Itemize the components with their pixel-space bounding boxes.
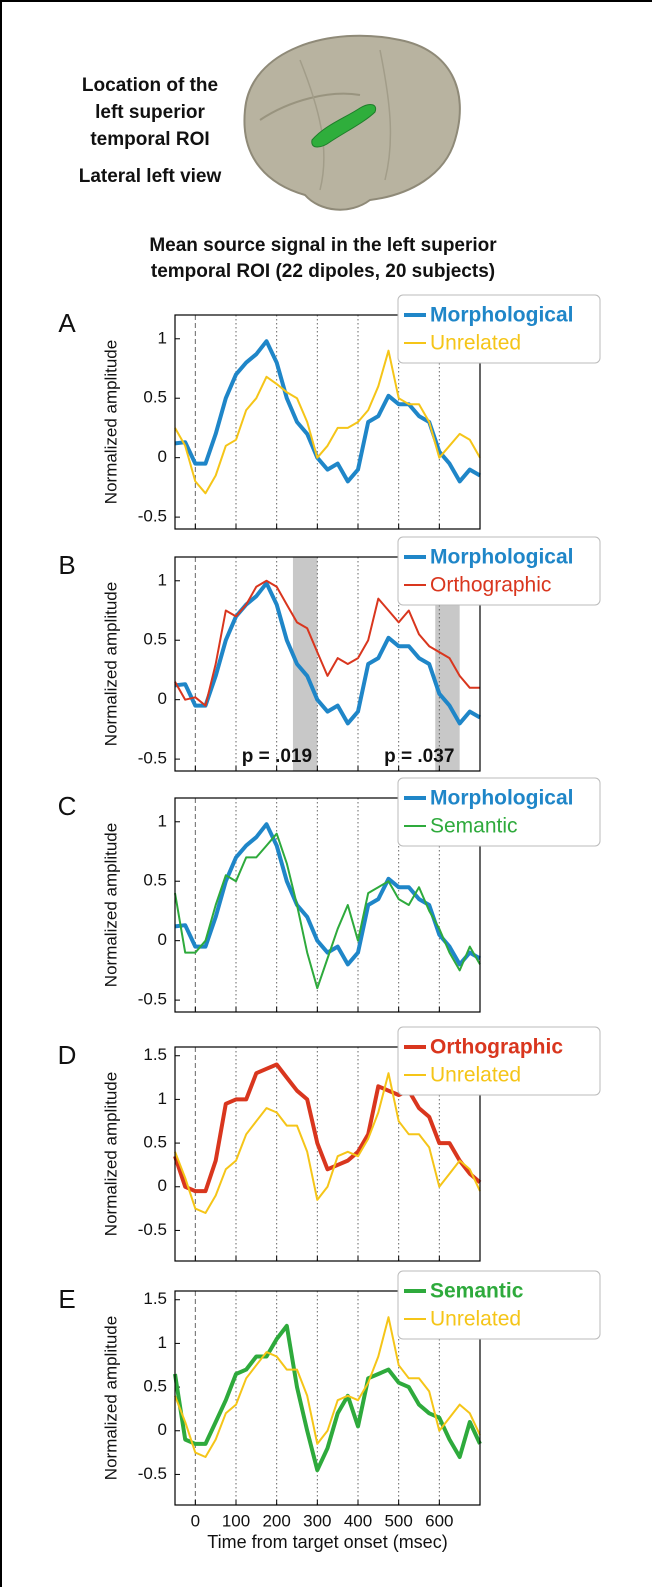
- series-line: [173, 1062, 482, 1194]
- x-tick-label: 600: [425, 1511, 453, 1530]
- y-tick-label: 0.5: [143, 1133, 167, 1152]
- legend-label: Morphological: [430, 787, 574, 810]
- series-line: [174, 579, 480, 707]
- x-tick-label: 0: [191, 1511, 200, 1530]
- legend-label: Orthographic: [430, 1036, 563, 1059]
- y-tick-label: 0: [158, 930, 167, 949]
- x-tick-label: 500: [384, 1511, 412, 1530]
- y-axis-label: Normalized amplitude: [101, 1072, 120, 1236]
- panel-label: A: [58, 308, 76, 338]
- legend-box: [397, 1026, 601, 1096]
- y-tick-label: 0: [158, 1176, 167, 1195]
- y-tick-label: 1: [158, 570, 167, 589]
- y-tick-label: 1: [158, 328, 167, 347]
- y-tick-label: -0.5: [138, 1220, 167, 1239]
- x-tick-label: 100: [222, 1511, 250, 1530]
- series-line: [173, 1323, 482, 1473]
- plot-frame: [174, 556, 481, 772]
- series-line: [174, 822, 482, 967]
- series-line: [174, 581, 482, 726]
- y-tick-label: 1: [158, 1089, 167, 1108]
- legend-label: Unrelated: [430, 1064, 521, 1087]
- roi-label: temporal ROI: [90, 129, 209, 150]
- series-line: [174, 1072, 481, 1214]
- y-tick-label: 1.5: [143, 1045, 167, 1064]
- panel-label: D: [58, 1040, 77, 1070]
- y-tick-label: 1.5: [143, 1289, 167, 1308]
- brain-image: [243, 34, 461, 211]
- p-value-annotation: p = .037: [384, 746, 454, 767]
- plot-frame: [174, 1290, 481, 1506]
- y-tick-label: 0.5: [143, 871, 167, 890]
- legend-label: Semantic: [430, 1280, 524, 1303]
- y-tick-label: 0.5: [143, 630, 167, 649]
- y-tick-label: 0: [158, 447, 167, 466]
- series-line: [174, 1316, 481, 1458]
- legend-box: [397, 1270, 601, 1340]
- y-tick-label: -0.5: [138, 1464, 167, 1483]
- panel-label: C: [58, 791, 77, 821]
- y-tick-label: 0.5: [143, 1377, 167, 1396]
- figure-title: Mean source signal in the left superior: [149, 235, 497, 256]
- y-tick-label: -0.5: [138, 990, 167, 1009]
- legend-label: Unrelated: [430, 1308, 521, 1331]
- panel-label: B: [58, 550, 75, 580]
- legend-box: [397, 294, 601, 364]
- plot-frame: [174, 1046, 481, 1262]
- series-line: [174, 349, 481, 495]
- plot-frame: [174, 797, 481, 1013]
- y-axis-label: Normalized amplitude: [101, 823, 120, 987]
- plot-frame: [174, 314, 481, 530]
- y-tick-label: 0: [158, 1420, 167, 1439]
- y-tick-label: 0: [158, 689, 167, 708]
- figure-title: temporal ROI (22 dipoles, 20 subjects): [151, 261, 495, 282]
- panel-label: E: [58, 1284, 75, 1314]
- x-axis-label: Time from target onset (msec): [207, 1532, 447, 1552]
- view-label: Lateral left view: [79, 166, 222, 187]
- y-tick-label: 1: [158, 811, 167, 830]
- legend-label: Unrelated: [430, 332, 521, 355]
- y-tick-label: -0.5: [138, 749, 167, 768]
- roi-label: Location of the: [82, 75, 218, 96]
- y-axis-label: Normalized amplitude: [101, 340, 120, 504]
- x-tick-label: 400: [344, 1511, 372, 1530]
- legend-label: Morphological: [430, 304, 574, 327]
- p-value-annotation: p = .019: [242, 746, 312, 767]
- y-tick-label: -0.5: [138, 507, 167, 526]
- y-tick-label: 1: [158, 1333, 167, 1352]
- legend-label: Orthographic: [430, 574, 551, 597]
- legend-label: Semantic: [430, 815, 518, 838]
- y-tick-label: 0.5: [143, 388, 167, 407]
- legend-box: [397, 536, 601, 606]
- legend-box: [397, 777, 601, 847]
- legend-label: Morphological: [430, 546, 574, 569]
- x-tick-label: 200: [262, 1511, 290, 1530]
- x-tick-label: 300: [303, 1511, 331, 1530]
- series-line: [174, 832, 481, 990]
- y-axis-label: Normalized amplitude: [101, 582, 120, 746]
- roi-label: left superior: [95, 102, 205, 123]
- y-axis-label: Normalized amplitude: [101, 1316, 120, 1480]
